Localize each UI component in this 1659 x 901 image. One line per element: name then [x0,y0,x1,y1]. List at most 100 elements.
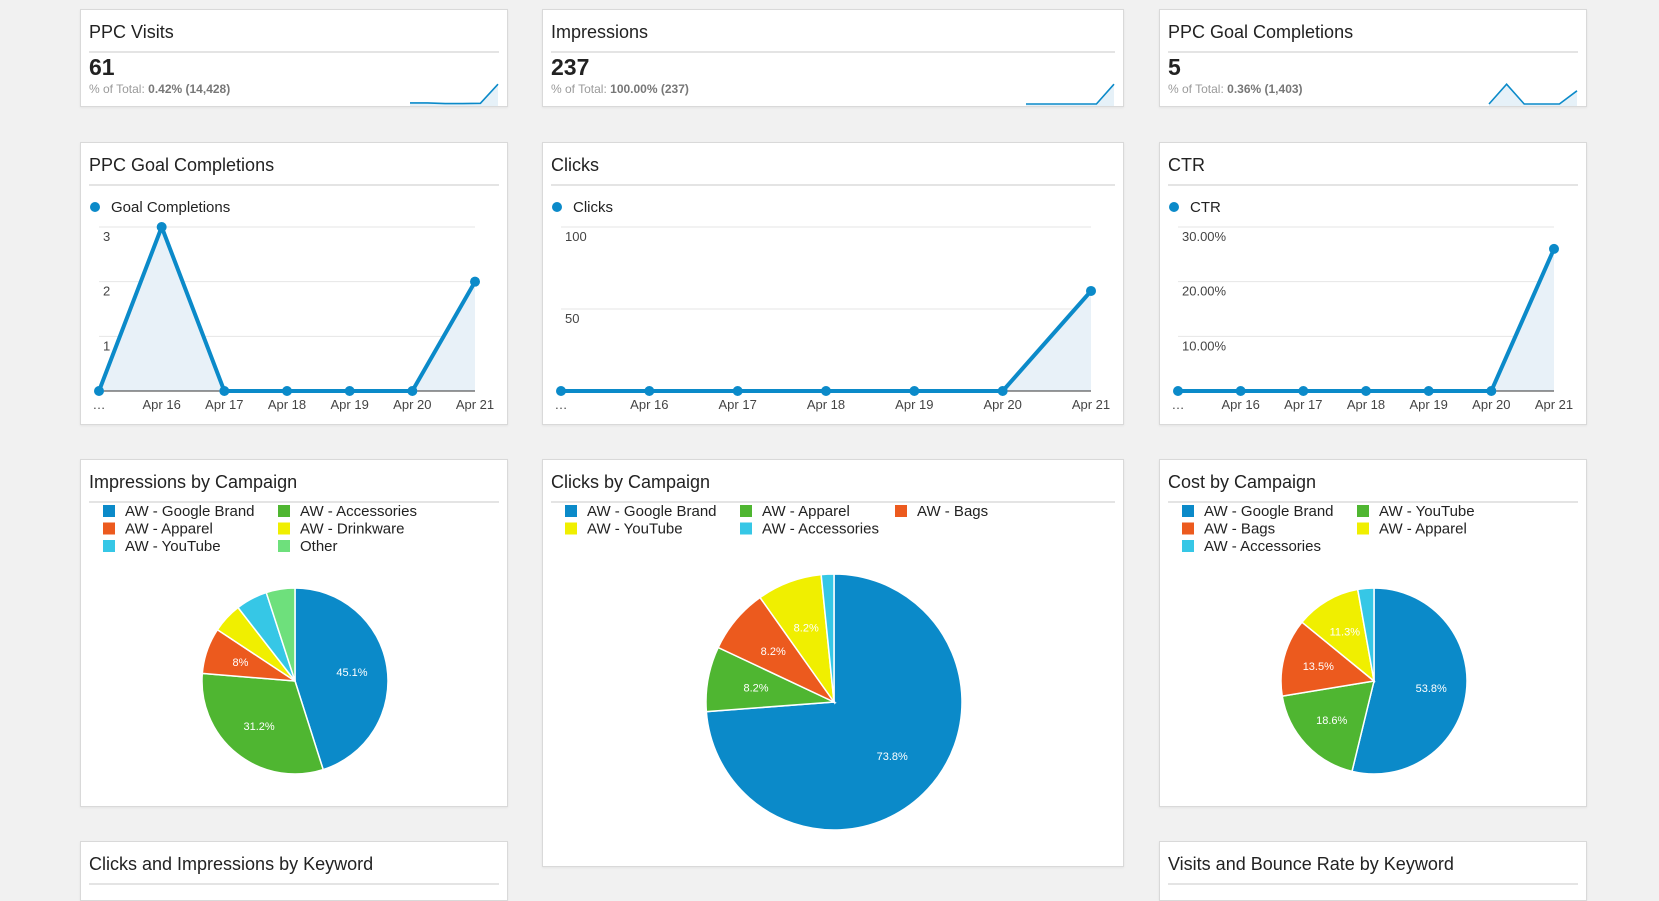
kpi-sub-prefix: % of Total: [89,82,145,96]
card-visits-bounce-by-keyword[interactable]: Visits and Bounce Rate by Keyword [1159,841,1587,901]
legend-dot [90,202,100,212]
legend-swatch [278,505,290,517]
x-tick-label: Apr 17 [719,397,757,412]
data-point[interactable] [1486,386,1497,396]
pie-slice[interactable] [1300,588,1376,683]
line-card-goal-completions[interactable]: PPC Goal Completions Goal Completions 1 2 3… [80,142,508,425]
legend-label: AW - Apparel [762,503,850,520]
slice-label: 31.2% [243,721,274,733]
legend-label: AW - Bags [1204,521,1275,538]
data-point[interactable] [644,386,655,396]
legend-label: AW - Drinkware [300,521,404,538]
y-tick-label: 10.00% [1182,338,1227,353]
legend-swatch [565,522,577,535]
legend-label: CTR [1190,199,1221,216]
x-tick-label: Apr 21 [1535,397,1573,412]
kpi-card-ppc-goal-completions[interactable]: PPC Goal Completions 5 % of Total: 0.36%… [1159,9,1587,107]
data-point[interactable] [1298,386,1309,396]
legend-label: AW - Apparel [1379,521,1467,538]
kpi-sub-value: 100.00% (237) [610,82,689,96]
data-point[interactable] [1235,386,1246,396]
pie-card-clicks-by-campaign[interactable]: Clicks by Campaign AW - Google Brand AW -… [542,459,1124,867]
data-point[interactable] [556,386,566,396]
kpi-sub-value: 0.36% (1,403) [1227,82,1303,96]
pie-slice[interactable] [265,587,296,682]
slice-label: 8.2% [761,646,786,658]
kpi-title: PPC Goal Completions [1168,22,1578,53]
kpi-card-ppc-visits[interactable]: PPC Visits 61 % of Total: 0.42% (14,428) [80,9,508,107]
chart-title: PPC Goal Completions [89,155,499,186]
data-point[interactable] [821,386,831,396]
data-point[interactable] [1173,386,1183,396]
line-card-clicks[interactable]: Clicks Clicks 50 100 … Apr 16 Apr 17 Apr 18 Apr… [542,142,1124,425]
sparkline-line [1488,82,1578,105]
legend-label: Other [300,538,338,555]
legend-label: Goal Completions [111,199,230,216]
data-point[interactable] [282,386,292,396]
legend-label: AW - Accessories [300,503,417,520]
data-point[interactable] [909,386,920,396]
pie-card-cost-by-campaign[interactable]: Cost by Campaign AW - Google Brand AW - Y… [1159,459,1587,807]
pie-chart: AW - Google Brand AW - Apparel AW - Bags AW… [565,503,988,831]
kpi-percent-of-total: % of Total: 0.42% (14,428) [89,82,230,96]
data-point[interactable] [219,386,230,396]
kpi-percent-of-total: % of Total: 0.36% (1,403) [1168,82,1303,96]
series-line [561,289,1093,393]
card-clicks-impressions-by-keyword[interactable]: Clicks and Impressions by Keyword [80,841,508,901]
data-point[interactable] [470,276,480,287]
kpi-sub-prefix: % of Total: [551,82,607,96]
slice-label: 13.5% [1303,661,1334,673]
chart-title: Impressions by Campaign [89,472,499,503]
pie-slice[interactable] [1351,587,1468,775]
data-point[interactable] [1549,243,1559,254]
x-tick-label: Apr 20 [984,397,1022,412]
y-tick-label: 20.00% [1182,284,1227,299]
y-tick-label: 30.00% [1182,229,1227,244]
pie-slice[interactable] [1280,621,1376,697]
y-tick-label: 1 [103,338,110,353]
data-point[interactable] [344,386,355,396]
x-tick-label: Apr 18 [807,397,845,412]
data-point[interactable] [407,386,418,396]
data-point[interactable] [1423,386,1434,396]
slice-label: 11.3% [1330,626,1361,638]
sparkline-area [1026,84,1114,106]
chart-title: Visits and Bounce Rate by Keyword [1168,854,1578,885]
data-point[interactable] [94,386,104,396]
kpi-card-impressions[interactable]: Impressions 237 % of Total: 100.00% (237… [542,9,1124,107]
pie-slice[interactable] [820,573,835,703]
kpi-value: 61 [89,54,115,80]
sparkline [410,83,499,106]
chart-title: Clicks [551,155,1115,186]
line-chart: Clicks 50 100 … Apr 16 Apr 17 Apr 18 Apr 19 Apr … [552,199,1110,412]
data-point[interactable] [156,222,167,232]
legend-swatch [103,522,115,535]
pie-slice[interactable] [1356,587,1375,682]
pie-chart: AW - Google Brand AW - Accessories AW - Ap… [103,503,417,775]
legend-swatch [740,522,752,535]
x-tick-label: … [1172,397,1185,412]
pie-slice[interactable] [294,587,389,771]
x-tick-label: Apr 17 [205,397,243,412]
legend-label: AW - Google Brand [587,503,717,520]
x-tick-label: Apr 19 [895,397,933,412]
sparkline-area [1489,84,1577,106]
pie-slice[interactable] [1281,680,1375,773]
slice-label: 8.2% [794,623,819,635]
chart-title: Cost by Campaign [1168,472,1578,503]
legend-swatch [1357,522,1369,535]
x-tick-label: Apr 18 [268,397,306,412]
data-point[interactable] [1361,386,1371,396]
data-point[interactable] [1086,285,1096,296]
x-tick-label: Apr 21 [456,397,494,412]
legend-dot [552,202,562,212]
pie-slice[interactable] [201,672,325,775]
pie-card-impressions-by-campaign[interactable]: Impressions by Campaign AW - Google Bran… [80,459,508,807]
data-point[interactable] [732,386,743,396]
sparkline [1026,83,1115,106]
data-point[interactable] [997,386,1008,396]
legend-swatch [895,505,907,517]
line-card-ctr[interactable]: CTR CTR 10.00% 20.00% 30.00% … Apr 16 Apr 17 Ap… [1159,142,1587,425]
legend-label: AW - Google Brand [1204,503,1334,520]
legend-swatch [278,522,290,535]
